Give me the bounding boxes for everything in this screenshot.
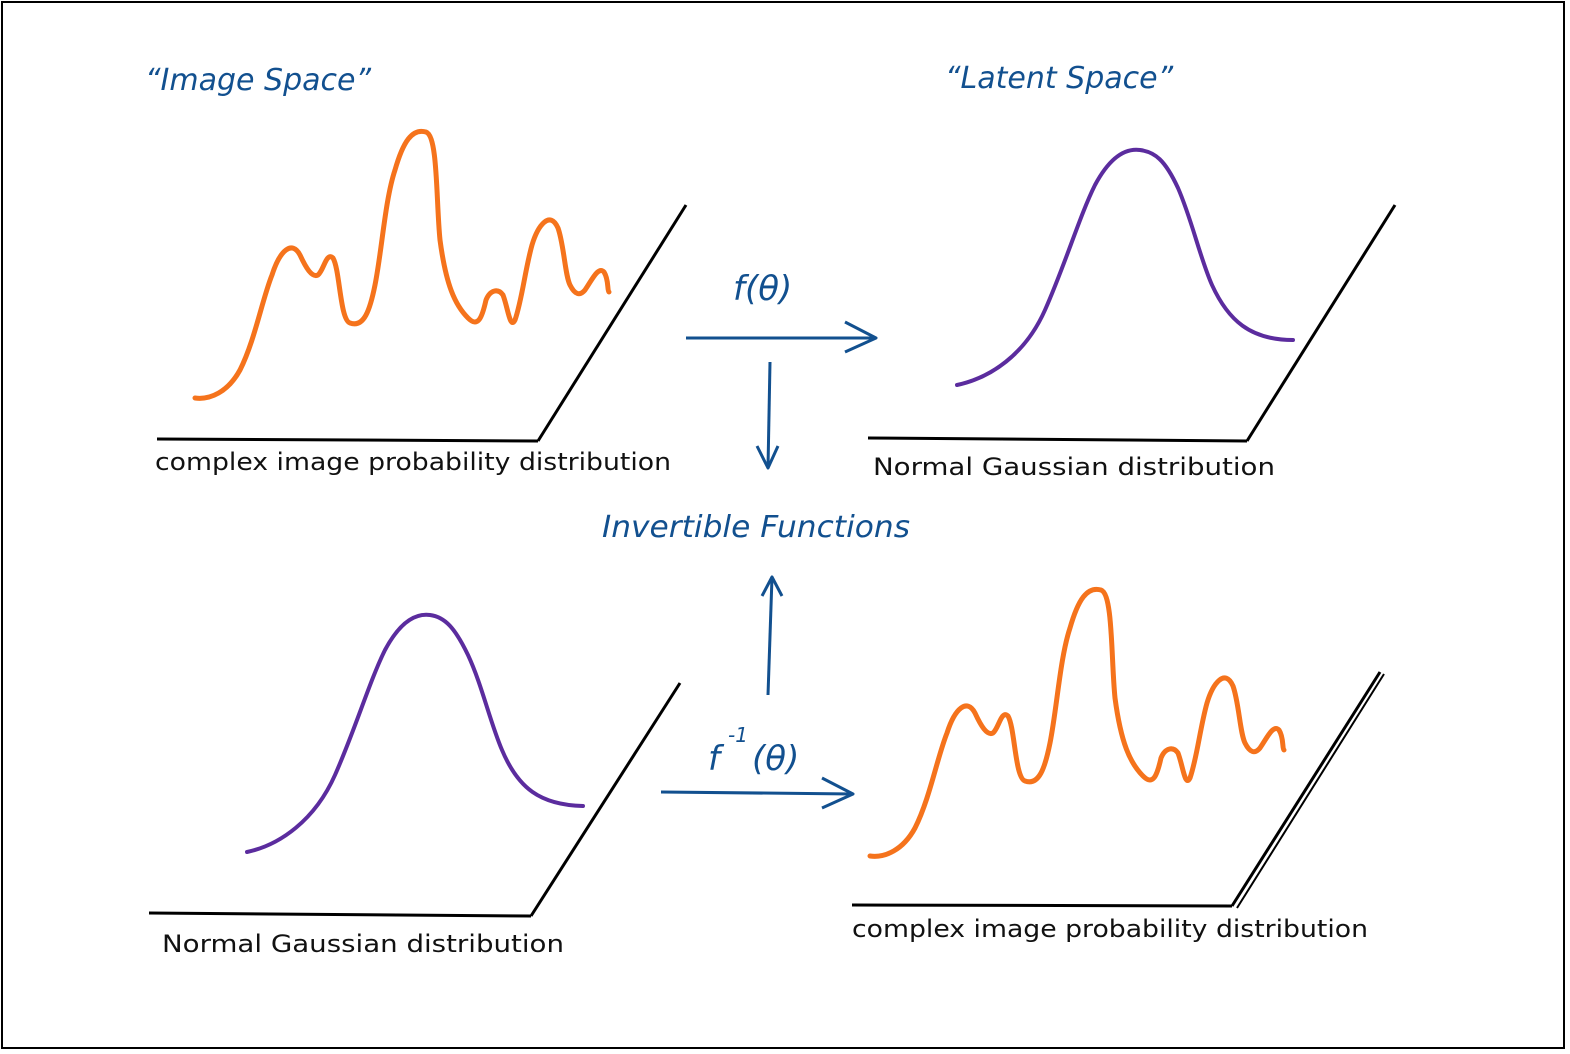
axis-baseline [851, 903, 1233, 908]
invertible-functions-label: Invertible Functions [602, 510, 910, 545]
axis-depth [1230, 671, 1382, 907]
panel-caption: complex image probability distribution [852, 915, 1368, 943]
complex-distribution-curve [867, 586, 1287, 859]
image-space-title: “Image Space” [145, 63, 371, 98]
inverse-base: f [708, 739, 725, 779]
latent-space-title: “Latent Space” [945, 61, 1174, 96]
axis-baseline [867, 436, 1248, 443]
forward-function-label: f(θ) [733, 269, 792, 309]
gaussian-curve [955, 147, 1295, 387]
axis-depth [529, 682, 682, 917]
gaussian-curve [245, 612, 585, 854]
panel-caption: Normal Gaussian distribution [873, 453, 1275, 481]
up-arrow [760, 575, 784, 696]
inverse-exponent: -1 [728, 723, 748, 747]
forward-arrow: f(θ) [686, 269, 878, 354]
down-arrow [755, 361, 780, 470]
inverse-function-label: f -1 (θ) [708, 711, 799, 779]
panel-top-left: complex image probability distribution [155, 128, 688, 476]
panel-bottom-left: Normal Gaussian distribution [148, 612, 682, 958]
panel-top-right: Normal Gaussian distribution [867, 147, 1397, 481]
axis-depth [1245, 204, 1397, 442]
panel-caption: complex image probability distribution [155, 448, 671, 476]
inverse-arrow: f -1 (θ) [660, 711, 855, 810]
axis-depth [536, 204, 688, 442]
inverse-argument: (θ) [752, 739, 799, 779]
axis-depth-double [1236, 673, 1385, 909]
axis-baseline [148, 911, 532, 918]
complex-distribution-curve [192, 128, 612, 401]
panel-caption: Normal Gaussian distribution [162, 930, 564, 958]
panel-bottom-right: complex image probability distribution [851, 586, 1385, 943]
axis-baseline [156, 437, 539, 443]
